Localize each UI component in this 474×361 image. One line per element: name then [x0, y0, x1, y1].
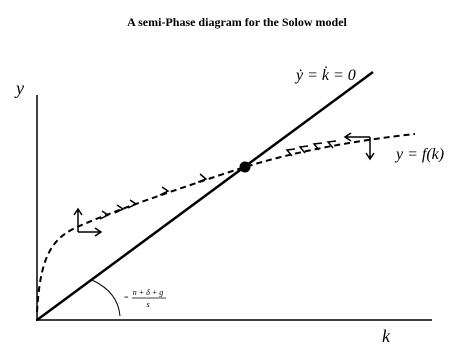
title: A semi-Phase diagram for the Solow model [127, 15, 347, 29]
flow-arrows [99, 140, 337, 220]
slope-prefix: = [124, 293, 129, 302]
production-curve [36, 133, 416, 313]
slope-numerator: n + δ + g [133, 288, 164, 297]
angle-arc [91, 279, 121, 317]
component-arrows [73, 132, 375, 237]
steady-line-label: ẏ = k̇ = 0 [294, 66, 356, 84]
curve-label: y = f(k) [394, 146, 444, 163]
steady-state-point [239, 161, 251, 173]
steady-line [36, 70, 374, 322]
slope-label: = n + δ + g s [124, 288, 166, 309]
slope-denominator: s [146, 300, 149, 309]
y-axis-label: y [14, 78, 24, 98]
x-axis-label: k [382, 326, 391, 346]
